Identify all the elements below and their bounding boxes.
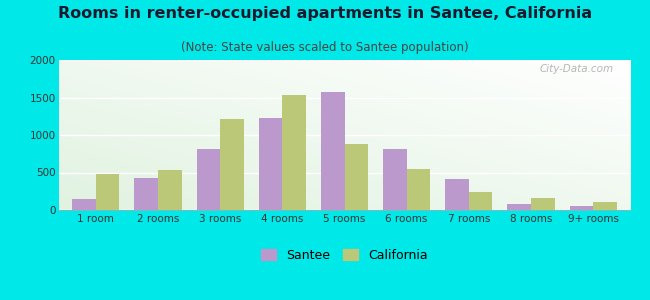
Bar — [282, 95, 306, 210]
Bar — [508, 204, 531, 210]
Bar — [96, 174, 120, 210]
Bar — [445, 179, 469, 210]
Bar — [531, 198, 554, 210]
Bar — [158, 170, 181, 210]
Bar — [220, 119, 244, 210]
Bar — [469, 192, 493, 210]
Bar — [383, 149, 407, 210]
Legend: Santee, California: Santee, California — [257, 244, 432, 267]
Bar — [196, 148, 220, 210]
Bar — [569, 206, 593, 210]
Bar — [135, 178, 158, 210]
Bar — [593, 202, 617, 210]
Bar — [407, 169, 430, 210]
Text: City-Data.com: City-Data.com — [540, 64, 614, 74]
Bar — [321, 92, 345, 210]
Text: Rooms in renter-occupied apartments in Santee, California: Rooms in renter-occupied apartments in S… — [58, 6, 592, 21]
Bar — [259, 118, 282, 210]
Bar — [72, 199, 96, 210]
Text: (Note: State values scaled to Santee population): (Note: State values scaled to Santee pop… — [181, 40, 469, 53]
Bar — [344, 144, 368, 210]
